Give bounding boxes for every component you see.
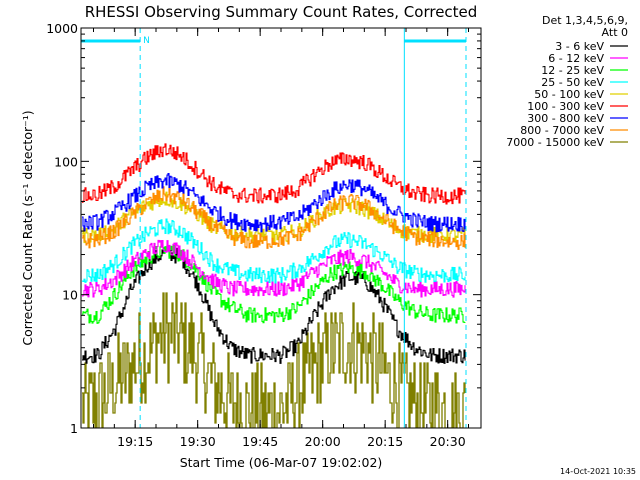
y-axis: 1 10 100 1000 [46,21,481,436]
series-line-100-300keV [82,143,466,205]
x-axis-label: Start Time (06-Mar-07 19:02:02) [180,455,383,470]
y-tick-label: 1000 [46,21,78,36]
y-tick-label: 1 [70,421,78,436]
legend-label: 7000 - 15000 keV [506,136,604,149]
legend-label: 3 - 6 keV [555,40,604,53]
series-line-3-6keV [82,245,466,364]
legend-label: 100 - 300 keV [527,100,604,113]
y-tick-label: 10 [62,288,78,303]
series-line-6-12keV [82,239,466,298]
night-label: N [143,36,150,46]
x-tick-label: 20:30 [430,434,466,449]
series-line-25-50keV [82,218,466,284]
x-axis: 19:15 19:30 19:45 20:00 20:15 20:30 [93,28,469,449]
series-line-12-25keV [82,242,466,324]
legend-label: 6 - 12 keV [548,52,604,65]
legend-label: 12 - 25 keV [541,64,604,77]
legend-label: 25 - 50 keV [541,76,604,89]
legend-label: 300 - 800 keV [527,112,604,125]
legend-header: Det 1,3,4,5,6,9, [542,14,628,27]
y-tick-label: 100 [54,154,78,169]
legend-label: 50 - 100 keV [534,88,604,101]
chart-title: RHESSI Observing Summary Count Rates, Co… [85,3,478,21]
x-tick-label: 20:15 [367,434,403,449]
x-tick-label: 19:30 [180,434,216,449]
series-line-300-800keV [82,172,466,233]
series-line-7000-15000keV [82,292,466,428]
x-tick-label: 19:45 [242,434,278,449]
legend-label: 800 - 7000 keV [520,124,604,137]
series-line-800-7000keV [82,186,466,250]
timestamp: 14-Oct-2021 10:35 [560,467,636,476]
legend-header: Att 0 [602,26,628,39]
x-tick-label: 19:15 [117,434,153,449]
y-axis-label: Corrected Count Rate (s⁻¹ detector⁻¹) [20,110,35,345]
x-tick-label: 20:00 [305,434,341,449]
